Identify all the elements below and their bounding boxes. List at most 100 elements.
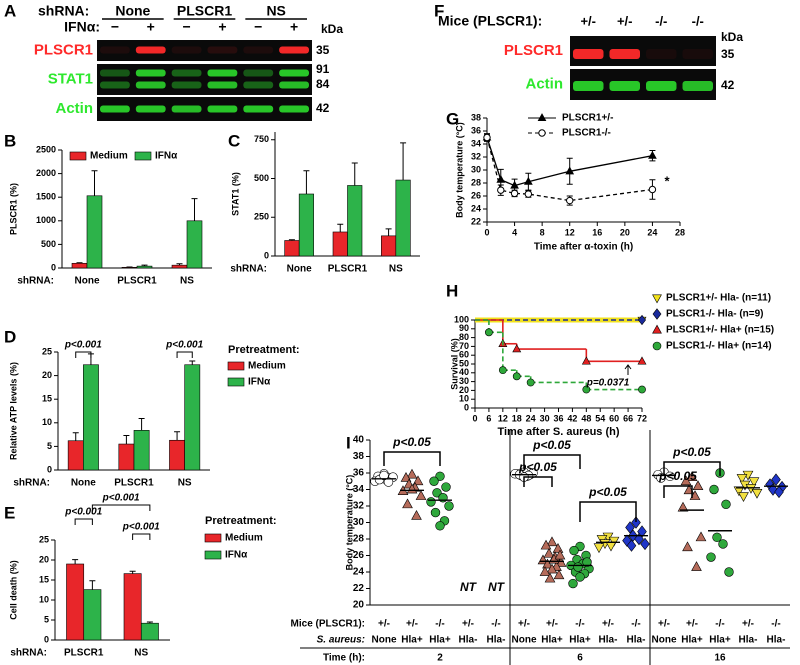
blot-header: Mice (PLSCR1): — [438, 13, 542, 29]
dot — [552, 542, 564, 553]
blot-band — [279, 81, 309, 89]
annotation: * — [664, 173, 670, 188]
x-tick-label: 20 — [620, 227, 630, 237]
column-mice: +/- — [518, 619, 530, 630]
blot-lane-label: -/- — [692, 13, 704, 28]
blot-band — [682, 49, 713, 59]
y-tick-label: 500 — [41, 239, 56, 249]
blot-lane-label: +/- — [617, 13, 633, 28]
dot — [539, 566, 551, 576]
column-mice: +/- — [462, 619, 474, 630]
y-tick-label: 10 — [42, 417, 52, 427]
error-bar — [191, 198, 198, 221]
dot — [383, 477, 394, 487]
dot — [553, 569, 565, 580]
dot — [400, 472, 412, 482]
legend-label: IFNα — [225, 550, 248, 561]
panel-label: A — [4, 1, 16, 20]
y-tick-label: 25 — [39, 534, 49, 544]
x-tick-label: 16 — [592, 227, 602, 237]
bar — [71, 262, 88, 269]
bar — [381, 235, 397, 257]
y-tick-label: 500 — [254, 173, 269, 183]
dot — [546, 536, 558, 547]
x-tick-label: NS — [134, 648, 148, 659]
legend-label: IFNα — [248, 377, 271, 388]
column-infection: Hla- — [739, 635, 758, 646]
dot — [738, 492, 749, 503]
blot-lane-label: -/- — [655, 13, 667, 28]
dot — [542, 558, 553, 569]
x-tick-label: 4 — [512, 227, 517, 237]
marker — [637, 356, 647, 365]
y-tick-label: 36 — [471, 125, 481, 135]
blot-band — [171, 46, 202, 54]
x-tick-label: None — [287, 264, 312, 275]
blot-marker: 42 — [721, 78, 735, 92]
error-bar — [91, 170, 98, 196]
x-tick-label: PLSCR1 — [117, 276, 157, 287]
y-tick-label: 34 — [471, 138, 481, 148]
bar — [184, 364, 201, 471]
legend-label: PLSCR1+/- — [562, 113, 613, 124]
panel-label: C — [228, 131, 240, 150]
blot-marker: 84 — [316, 77, 330, 91]
dot — [692, 480, 704, 491]
y-axis-label: Cell death (%) — [8, 560, 18, 620]
marker — [582, 385, 591, 394]
x-tick-label: 24 — [647, 227, 657, 237]
y-axis-label: Relative ATP levels (%) — [8, 362, 18, 460]
x-tick-label: 24 — [526, 413, 536, 423]
blot-band — [646, 49, 677, 59]
error-bar — [400, 142, 407, 181]
series-line — [486, 137, 653, 202]
dot — [402, 498, 413, 509]
column-infection: Hla- — [487, 635, 506, 646]
y-tick-label: 1000 — [36, 215, 56, 225]
x-tick-label: 18 — [512, 413, 522, 423]
bar — [133, 430, 150, 471]
y-tick-label: 0 — [44, 634, 49, 644]
blot-row-label: PLSCR1 — [34, 41, 93, 58]
x-tick-label: None — [75, 276, 100, 287]
dot — [736, 474, 748, 484]
x-tick-label: 8 — [540, 227, 545, 237]
blot-header: shRNA: — [38, 3, 89, 19]
dot — [593, 543, 605, 554]
blot-lane-label: + — [290, 19, 298, 35]
dot — [426, 497, 436, 507]
dot — [406, 468, 418, 479]
annotation: p<0.001 — [64, 507, 102, 518]
x-axis-label: shRNA: — [230, 264, 267, 275]
bracket — [523, 454, 581, 469]
dot — [706, 552, 716, 562]
x-axis-label: Time after S. aureus (h) — [497, 426, 619, 438]
dot — [691, 561, 702, 571]
blot-band — [135, 46, 166, 54]
annotation: p<0.05 — [532, 438, 571, 452]
legend-swatch — [227, 377, 245, 387]
y-tick-label: 40 — [353, 435, 365, 446]
x-tick-label: NS — [389, 264, 403, 275]
column-mice: +/- — [602, 619, 614, 630]
blot-band — [135, 81, 166, 89]
blot-group: NS — [266, 3, 285, 19]
y-tick-label: 5 — [44, 614, 49, 624]
dot — [554, 549, 566, 560]
blot-lane-label: − — [111, 19, 119, 35]
legend-marker — [652, 341, 662, 351]
row-label: S. aureus: — [317, 635, 365, 646]
bar — [298, 193, 314, 257]
blot-band — [171, 105, 202, 113]
legend-marker — [652, 294, 662, 304]
bar — [83, 364, 99, 471]
bar — [67, 440, 84, 471]
dot — [665, 471, 675, 481]
legend-title: Pretreatment: — [205, 515, 277, 527]
x-axis-label: shRNA: — [10, 648, 47, 659]
x-tick-label: 42 — [567, 413, 577, 423]
dot — [435, 521, 445, 531]
dot — [677, 501, 689, 512]
marker — [581, 356, 591, 365]
panel-label: G — [446, 109, 459, 128]
